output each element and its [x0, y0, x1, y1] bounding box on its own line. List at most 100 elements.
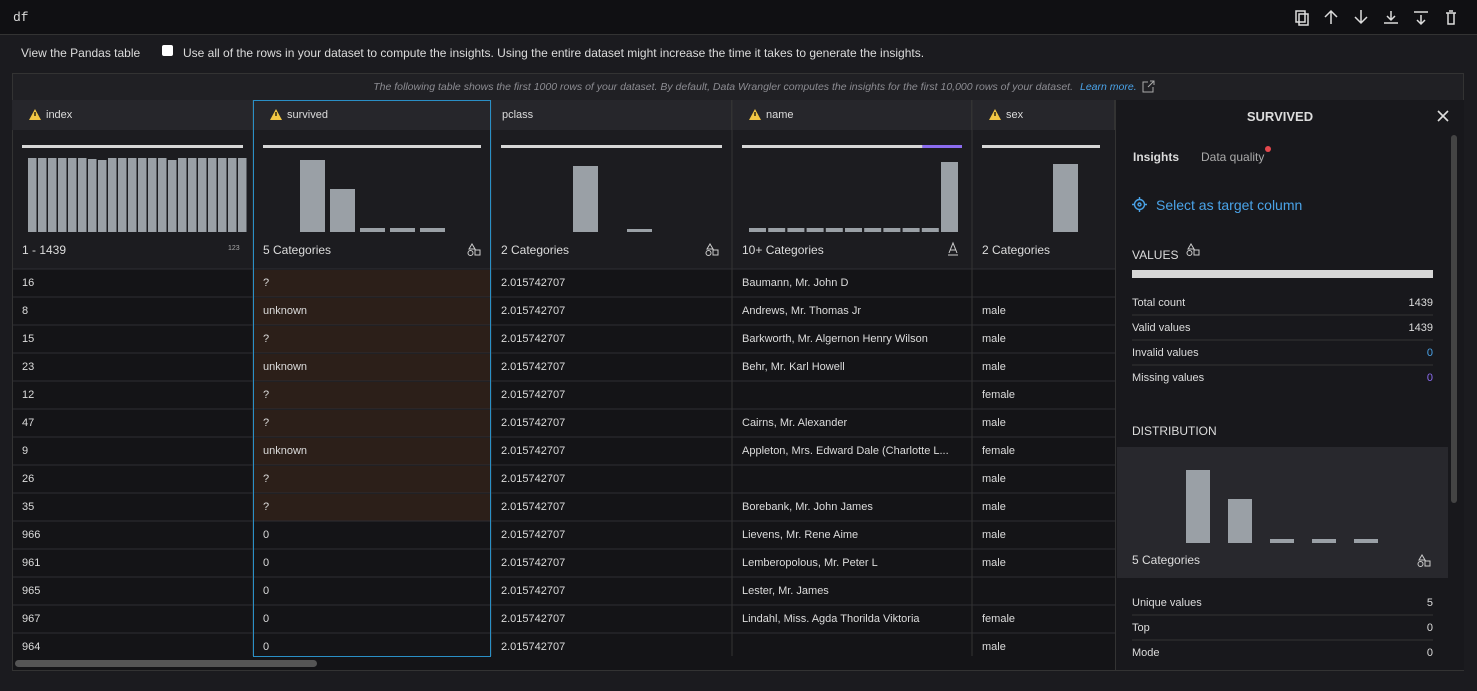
cell: male: [982, 529, 1006, 541]
cell: unknown: [263, 445, 308, 457]
column-badge: 123: [228, 245, 240, 252]
stat-label: Missing values: [1132, 372, 1205, 384]
cell: Appleton, Mrs. Edward Dale (Charlotte L.…: [742, 445, 949, 457]
note-bar: [13, 74, 1463, 100]
stat-value: 0: [1426, 347, 1433, 359]
cell: unknown: [263, 305, 308, 317]
cell: ?: [263, 389, 270, 401]
cell: 47: [22, 417, 35, 429]
cell: male: [982, 641, 1006, 653]
target-icon: [1132, 197, 1147, 212]
cell: 16: [22, 277, 35, 289]
section-heading: DISTRIBUTION: [1132, 424, 1217, 438]
column-name[interactable]: index: [46, 109, 73, 121]
invalid-cell: [253, 410, 491, 437]
panel-title: SURVIVED: [1246, 109, 1314, 124]
cell: Lievens, Mr. Rene Aime: [742, 529, 859, 541]
column-summary: 10+ Categories: [742, 243, 824, 257]
column-header[interactable]: [491, 100, 732, 130]
option-label: View the Pandas table: [21, 46, 141, 60]
cell: male: [982, 557, 1006, 569]
cell: 2.015742707: [501, 445, 566, 457]
toolbar-icons[interactable]: [1290, 8, 1460, 26]
stat-value: 0: [1426, 372, 1433, 384]
cell: unknown: [263, 361, 308, 373]
column-summary: 2 Categories: [982, 243, 1051, 257]
cell: 0: [263, 557, 270, 569]
column-name[interactable]: sex: [1006, 109, 1024, 121]
cell: 0: [263, 641, 270, 653]
cell: Barkworth, Mr. Algernon Henry Wilson: [742, 333, 928, 345]
cell: male: [982, 473, 1006, 485]
stat-label: Unique values: [1132, 597, 1202, 609]
cell: 26: [22, 473, 35, 485]
table-scrollbar: [15, 660, 317, 667]
target-action[interactable]: Select as target column: [1156, 197, 1303, 213]
cell: Cairns, Mr. Alexander: [742, 417, 848, 429]
cell: 15: [22, 333, 35, 345]
panel-scrollbar: [1451, 135, 1457, 503]
cell: 2.015742707: [501, 585, 566, 597]
learn-more-link[interactable]: Learn more.: [1080, 81, 1137, 93]
column-name[interactable]: name: [766, 109, 794, 121]
cell: 35: [22, 501, 35, 513]
cell: 0: [263, 613, 270, 625]
cell: Lester, Mr. James: [742, 585, 829, 597]
close-button[interactable]: [1437, 110, 1449, 122]
cell: 2.015742707: [501, 641, 566, 653]
cell: male: [982, 417, 1006, 429]
column-name[interactable]: survived: [287, 109, 328, 121]
stat-label: Top: [1132, 622, 1150, 634]
cell: Baumann, Mr. John D: [742, 277, 849, 289]
invalid-cell: [253, 466, 491, 493]
invalid-cell: [253, 326, 491, 353]
stat-value: 0: [1426, 622, 1433, 634]
distribution-box: [1117, 447, 1448, 578]
cell: Lemberopolous, Mr. Peter L: [742, 557, 878, 569]
cell: ?: [263, 501, 270, 513]
cell: ?: [263, 277, 270, 289]
cell: male: [982, 333, 1006, 345]
cell: 2.015742707: [501, 529, 566, 541]
cell: female: [982, 613, 1016, 625]
column-summary: 1 - 1439: [22, 243, 67, 257]
cell: 2.015742707: [501, 557, 566, 569]
table-note: The following table shows the first 1000…: [373, 81, 1073, 93]
toolbar: [0, 0, 1477, 35]
cell: 2.015742707: [501, 417, 566, 429]
insights-panel: [1115, 100, 1464, 670]
cell: 0: [263, 529, 270, 541]
cell: ?: [263, 333, 270, 345]
cell: 961: [22, 557, 41, 569]
column-header[interactable]: [12, 100, 253, 130]
cell: 965: [22, 585, 41, 597]
cell: 2.015742707: [501, 501, 566, 513]
column-name[interactable]: pclass: [502, 109, 534, 121]
cell: male: [982, 361, 1006, 373]
tab[interactable]: Data quality: [1201, 150, 1265, 164]
cell: 967: [22, 613, 41, 625]
section-heading: VALUES: [1132, 248, 1179, 262]
cell: male: [982, 305, 1006, 317]
cell: 2.015742707: [501, 473, 566, 485]
cell: 2.015742707: [501, 277, 566, 289]
stat-value: 1439: [1408, 322, 1433, 334]
invalid-cell: [253, 270, 491, 297]
cell: 2.015742707: [501, 333, 566, 345]
checkbox-label[interactable]: Use all of the rows in your dataset to c…: [183, 46, 925, 60]
stat-value: 0: [1426, 647, 1433, 659]
cell: 966: [22, 529, 41, 541]
checkbox[interactable]: [162, 45, 173, 56]
cell: Andrews, Mr. Thomas Jr: [742, 305, 861, 317]
stat-value: 1439: [1408, 297, 1433, 309]
notification-dot: [1265, 146, 1271, 152]
stat-label: Mode: [1132, 647, 1160, 659]
external-icon: [1142, 80, 1155, 93]
cell: 964: [22, 641, 41, 653]
column-header[interactable]: [972, 100, 1115, 130]
cell: 2.015742707: [501, 361, 566, 373]
invalid-cell: [253, 382, 491, 409]
tab-active[interactable]: Insights: [1133, 150, 1180, 164]
cell: 0: [263, 585, 270, 597]
